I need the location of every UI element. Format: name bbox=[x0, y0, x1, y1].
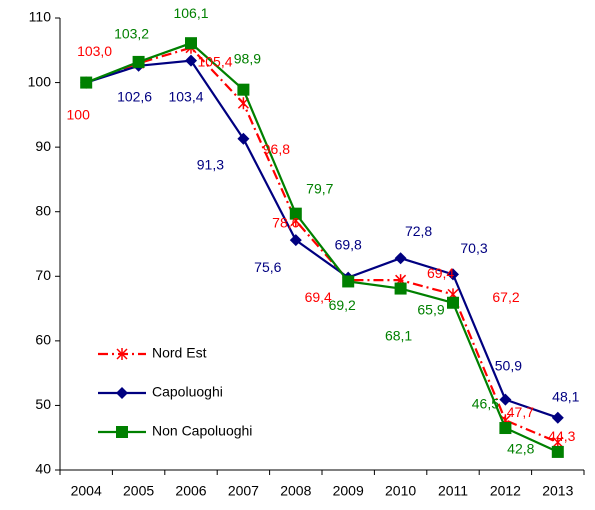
y-tick-label: 50 bbox=[35, 396, 51, 412]
marker bbox=[551, 411, 564, 424]
data-label: 69,2 bbox=[329, 297, 356, 313]
data-label: 68,1 bbox=[385, 327, 412, 343]
data-label: 91,3 bbox=[197, 156, 224, 172]
data-label: 72,8 bbox=[405, 223, 432, 239]
data-label: 103,4 bbox=[168, 88, 203, 104]
data-label: 69,8 bbox=[335, 236, 362, 252]
marker bbox=[447, 296, 459, 309]
x-tick-label: 2006 bbox=[175, 483, 206, 499]
x-tick-label: 2007 bbox=[228, 483, 259, 499]
x-tick-label: 2012 bbox=[490, 483, 521, 499]
marker bbox=[116, 426, 128, 438]
data-label: 98,9 bbox=[234, 50, 261, 66]
series-line bbox=[85, 41, 559, 453]
legend-label: Non Capoluoghi bbox=[152, 423, 252, 439]
x-tick-label: 2013 bbox=[542, 483, 573, 499]
x-tick-label: 2004 bbox=[71, 483, 102, 499]
x-tick-label: 2005 bbox=[123, 483, 154, 499]
data-label: 42,8 bbox=[507, 441, 534, 457]
data-label: 103,0 bbox=[77, 43, 112, 59]
marker bbox=[394, 282, 407, 295]
marker bbox=[237, 132, 250, 145]
marker bbox=[289, 234, 302, 247]
y-tick-label: 100 bbox=[28, 73, 52, 89]
x-tick-label: 2008 bbox=[280, 483, 311, 499]
y-tick-label: 110 bbox=[29, 9, 52, 25]
data-label: 47,7 bbox=[507, 404, 534, 420]
data-label: 75,6 bbox=[254, 259, 281, 275]
marker bbox=[394, 252, 407, 265]
data-label: 50,9 bbox=[495, 357, 522, 373]
data-label: 106,1 bbox=[173, 5, 208, 21]
marker bbox=[116, 387, 128, 399]
data-label: 79,7 bbox=[306, 180, 333, 196]
marker bbox=[551, 445, 564, 458]
marker bbox=[289, 207, 302, 220]
marker bbox=[185, 54, 197, 67]
data-label: 48,1 bbox=[552, 388, 579, 404]
y-tick-label: 40 bbox=[35, 461, 51, 477]
y-tick-label: 60 bbox=[35, 332, 51, 348]
legend-label: Capoluoghi bbox=[152, 384, 223, 400]
data-label: 96,8 bbox=[263, 141, 290, 157]
data-label: 100 bbox=[67, 106, 91, 122]
series-line bbox=[85, 59, 559, 419]
data-label: 67,2 bbox=[492, 289, 519, 305]
x-tick-label: 2009 bbox=[333, 483, 364, 499]
x-tick-label: 2011 bbox=[438, 483, 468, 499]
marker bbox=[80, 76, 93, 89]
data-label: 65,9 bbox=[417, 301, 444, 317]
marker bbox=[499, 393, 512, 406]
marker bbox=[116, 348, 128, 360]
data-label: 69,4 bbox=[427, 265, 454, 281]
data-label: 69,4 bbox=[305, 289, 332, 305]
x-tick-label: 2010 bbox=[385, 483, 416, 499]
data-label: 44,3 bbox=[548, 428, 575, 444]
y-tick-label: 80 bbox=[35, 202, 51, 218]
marker bbox=[499, 422, 512, 435]
data-label: 78,6 bbox=[272, 214, 299, 230]
legend-label: Nord Est bbox=[152, 345, 207, 361]
y-tick-label: 70 bbox=[35, 267, 51, 283]
data-label: 105,4 bbox=[197, 53, 232, 69]
y-tick-label: 90 bbox=[35, 138, 51, 154]
marker bbox=[237, 83, 250, 96]
marker bbox=[447, 268, 459, 281]
data-label: 70,3 bbox=[460, 240, 487, 256]
marker bbox=[132, 55, 145, 68]
marker bbox=[185, 37, 197, 50]
data-label: 102,6 bbox=[117, 88, 152, 104]
series-line bbox=[85, 46, 559, 444]
data-label: 103,2 bbox=[114, 26, 149, 42]
data-label: 46,5 bbox=[472, 396, 499, 412]
marker bbox=[342, 275, 355, 288]
